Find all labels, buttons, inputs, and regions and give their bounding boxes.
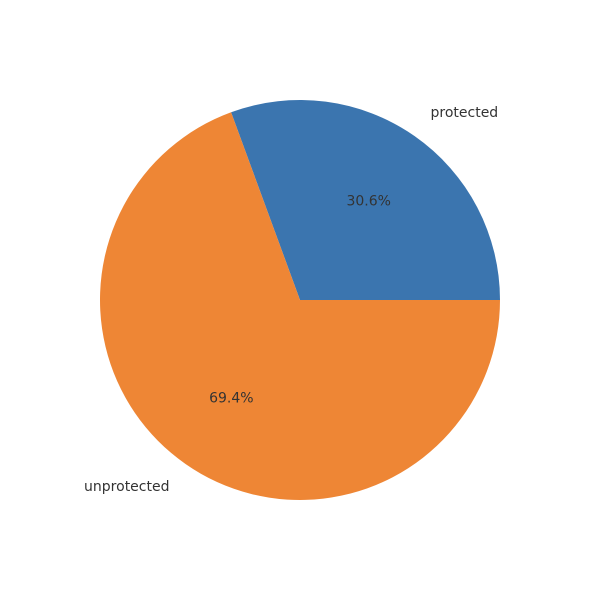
- slice-label-protected: protected: [431, 105, 499, 121]
- pie-chart: 30.6% protected 69.4% unprotected: [0, 0, 600, 600]
- slice-label-unprotected: unprotected: [84, 479, 169, 495]
- pct-label-unprotected: 69.4%: [209, 390, 253, 406]
- pct-label-protected: 30.6%: [346, 194, 390, 210]
